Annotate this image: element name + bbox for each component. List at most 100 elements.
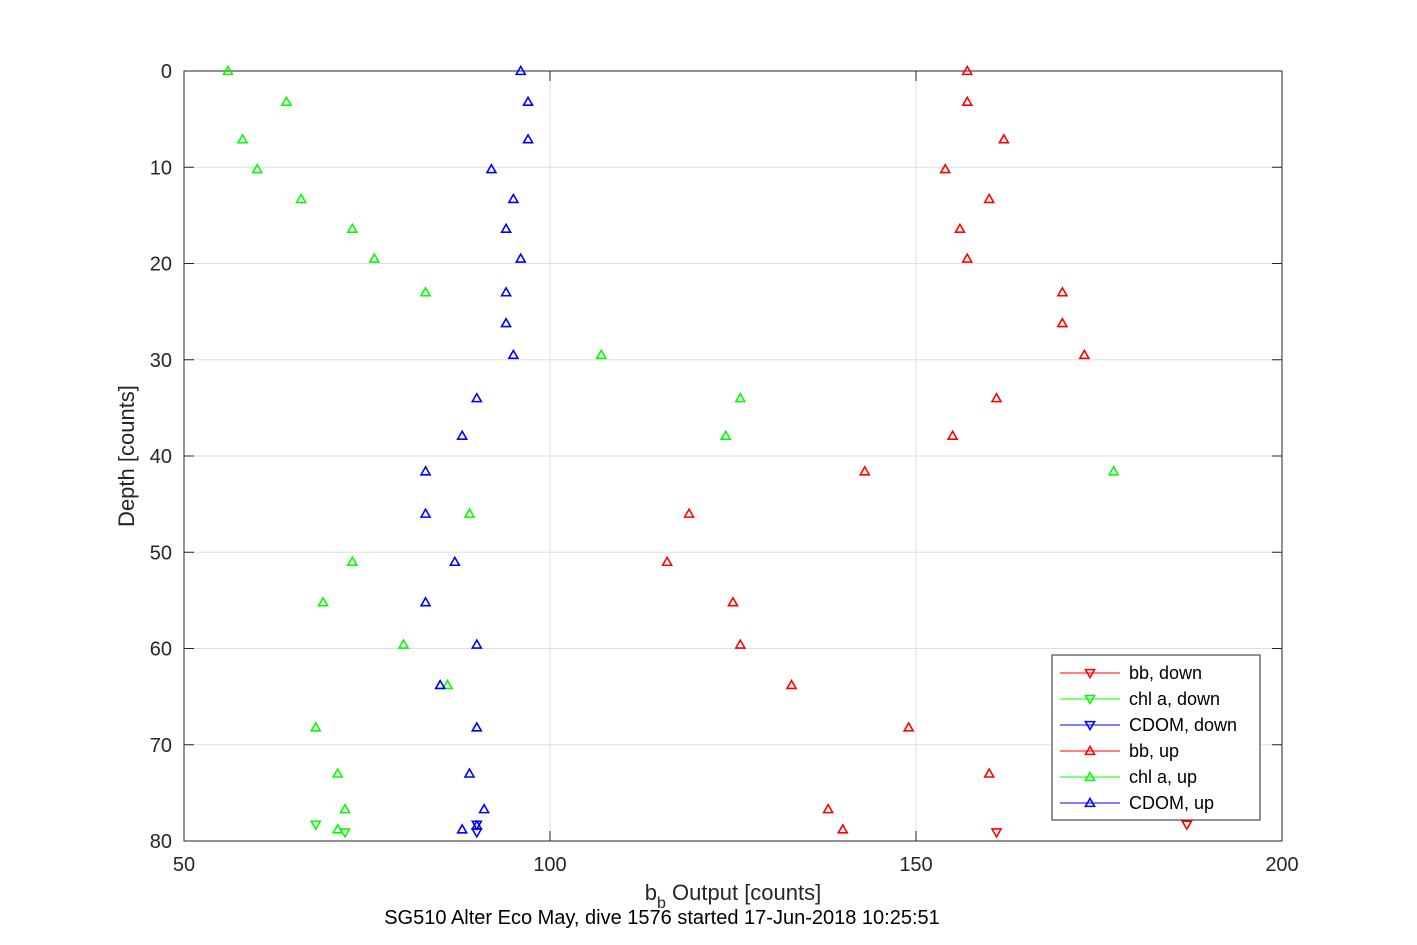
data-point (522, 133, 534, 144)
data-point (997, 133, 1010, 144)
data-point (331, 767, 344, 778)
data-point (500, 286, 512, 297)
data-point (397, 638, 410, 649)
data-point (719, 429, 732, 440)
y-tick-label: 40 (150, 446, 172, 468)
data-point (346, 555, 359, 567)
data-point (470, 819, 483, 830)
y-tick-label: 70 (150, 735, 172, 757)
data-point (961, 95, 974, 106)
x-axis-label: bb Output [counts] (645, 880, 821, 912)
data-point (1107, 465, 1120, 476)
legend-marker (1084, 694, 1096, 706)
data-marks (222, 64, 1193, 839)
data-point (1056, 286, 1069, 297)
data-point (463, 767, 476, 778)
x-tick-label: 50 (173, 854, 195, 876)
data-point (983, 192, 996, 204)
data-point (983, 767, 996, 778)
data-point (990, 828, 1003, 839)
data-point (456, 429, 469, 440)
data-point (514, 64, 527, 76)
legend-label: CDOM, down (1129, 715, 1237, 735)
data-point (463, 507, 476, 518)
legend-label: CDOM, up (1129, 793, 1214, 813)
y-tick-label: 10 (150, 157, 172, 179)
legend-label: chl a, up (1129, 767, 1197, 787)
data-point (419, 465, 432, 476)
data-point (309, 721, 322, 732)
legend-box (1051, 654, 1261, 821)
data-point (368, 252, 381, 263)
data-point (500, 222, 512, 234)
data-point (339, 803, 351, 814)
x-tick-label: 100 (533, 854, 566, 876)
data-point (434, 678, 447, 690)
x-tick-label: 200 (1265, 854, 1298, 876)
data-point (1056, 317, 1069, 328)
figure-caption: SG510 Alter Eco May, dive 1576 started 1… (384, 907, 940, 929)
legend-marker (1084, 720, 1096, 732)
legend-marker (1084, 796, 1096, 808)
data-point (309, 820, 322, 831)
data-point (236, 133, 249, 144)
data-point (419, 507, 432, 518)
data-point (727, 596, 739, 607)
x-axis-label-rest: Output [counts] (666, 880, 821, 905)
data-point (961, 64, 974, 76)
x-axis-label-subscript: b (657, 895, 666, 912)
data-point (683, 507, 695, 518)
data-point (470, 721, 483, 732)
data-point (470, 392, 483, 403)
data-point (946, 429, 959, 440)
data-point (295, 192, 307, 204)
data-point (514, 252, 527, 263)
data-point (346, 222, 359, 234)
data-point (331, 823, 344, 834)
y-axis-label: Depth [counts] (114, 385, 139, 527)
data-point (836, 823, 849, 834)
legend-marker (1084, 744, 1096, 756)
data-point (902, 721, 915, 732)
legend-marker (1084, 770, 1096, 782)
data-point (485, 163, 498, 174)
data-point (470, 638, 483, 649)
axis-ticks: 50 100 150 200 0 10 20 30 40 50 60 70 80 (150, 61, 1299, 876)
data-point (734, 392, 747, 403)
data-point (478, 803, 490, 814)
legend-label: chl a, down (1129, 689, 1220, 709)
data-point (507, 192, 520, 204)
data-point (441, 678, 454, 690)
legend-marker (1084, 668, 1096, 680)
data-point (251, 163, 264, 174)
data-point (822, 803, 835, 814)
data-point (419, 596, 432, 607)
data-point (317, 596, 329, 607)
y-tick-label: 50 (150, 542, 172, 564)
data-point (595, 348, 608, 360)
data-point (954, 222, 966, 234)
x-axis-label-main: b (645, 880, 657, 905)
data-point (858, 465, 871, 476)
legend: bb, down chl a, down CDOM, down bb, up chl a… (1051, 654, 1261, 821)
x-tick-label: 150 (899, 854, 932, 876)
data-point (1180, 820, 1193, 831)
data-point (280, 95, 293, 106)
data-point (990, 392, 1003, 403)
data-point (734, 638, 747, 649)
data-point (939, 163, 952, 174)
data-point (222, 64, 234, 76)
y-tick-label: 60 (150, 639, 172, 661)
legend-label: bb, up (1129, 741, 1179, 761)
data-point (1078, 348, 1091, 360)
y-tick-label: 80 (150, 831, 172, 853)
legend-label: bb, down (1129, 663, 1202, 683)
data-point (785, 678, 798, 690)
data-point (961, 252, 974, 263)
y-tick-label: 0 (161, 61, 172, 83)
data-point (419, 286, 432, 297)
data-point (500, 317, 512, 328)
data-point (448, 555, 461, 567)
data-point (507, 348, 520, 360)
